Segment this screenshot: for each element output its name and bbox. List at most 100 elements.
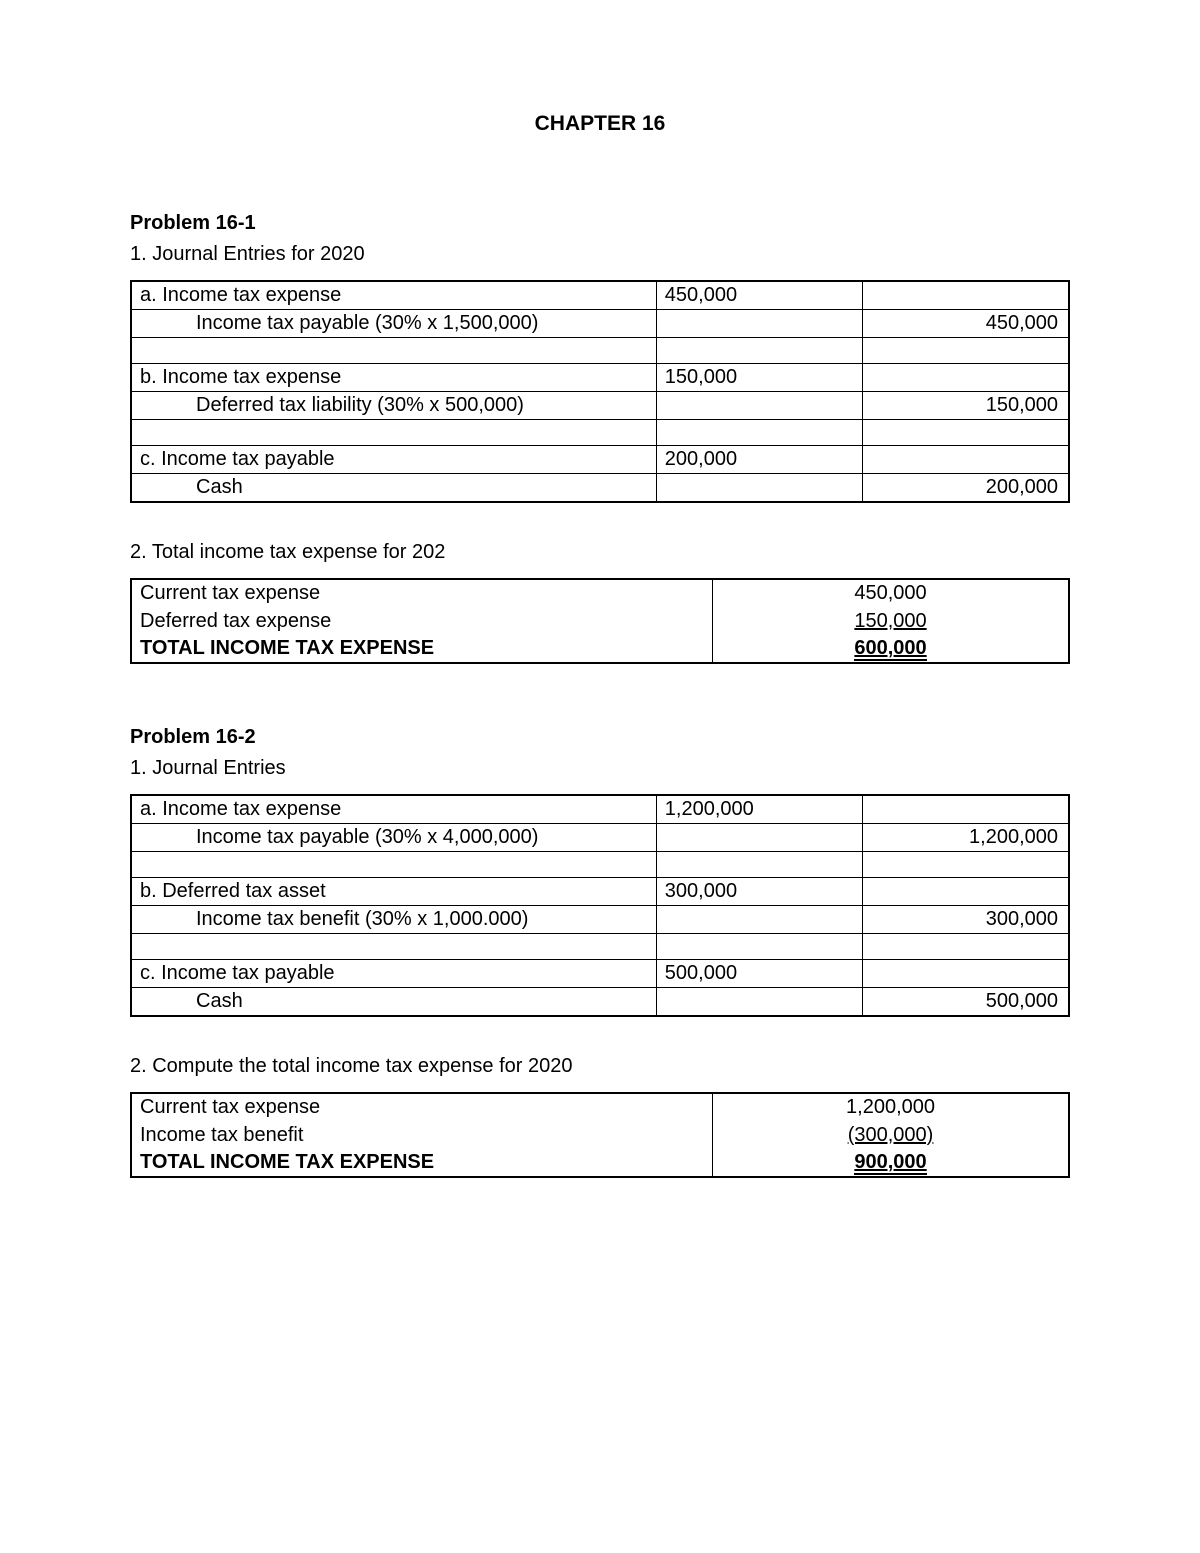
cell-spacer [863,934,1069,960]
problem-2-sub2: 2. Compute the total income tax expense … [130,1053,1070,1080]
cell-label: TOTAL INCOME TAX EXPENSE [131,1149,713,1177]
cell-debit: 200,000 [656,446,862,474]
cell-credit [863,281,1069,310]
cell-debit: 300,000 [656,878,862,906]
cell-spacer [656,420,862,446]
cell-desc: Cash [131,988,656,1017]
table-row: c. Income tax payable 500,000 [131,960,1069,988]
cell-debit [656,392,862,420]
cell-spacer [656,338,862,364]
problem-1-heading: Problem 16-1 [130,210,1070,237]
chapter-title: CHAPTER 16 [130,110,1070,138]
cell-value-text: 600,000 [854,638,926,661]
cell-desc: c. Income tax payable [131,446,656,474]
cell-debit: 450,000 [656,281,862,310]
cell-desc: b. Income tax expense [131,364,656,392]
problem-1-sub1: 1. Journal Entries for 2020 [130,241,1070,268]
table-row: Income tax benefit (30% x 1,000.000) 300… [131,906,1069,934]
problem-1-journal-table: a. Income tax expense 450,000 Income tax… [130,280,1070,503]
table-row: Income tax benefit (300,000) [131,1121,1069,1149]
cell-value: (300,000) [713,1121,1069,1149]
cell-value: 1,200,000 [713,1093,1069,1121]
table-row [131,934,1069,960]
problem-2-heading: Problem 16-2 [130,724,1070,751]
cell-credit: 150,000 [863,392,1069,420]
table-row [131,852,1069,878]
cell-debit: 1,200,000 [656,795,862,824]
table-row: Income tax payable (30% x 4,000,000) 1,2… [131,824,1069,852]
table-row: TOTAL INCOME TAX EXPENSE 600,000 [131,635,1069,663]
cell-desc: Cash [131,474,656,503]
cell-desc: Income tax payable (30% x 4,000,000) [131,824,656,852]
cell-credit: 1,200,000 [863,824,1069,852]
table-row [131,420,1069,446]
cell-credit [863,446,1069,474]
table-row: Deferred tax liability (30% x 500,000) 1… [131,392,1069,420]
cell-value: 450,000 [713,579,1069,607]
cell-label: Current tax expense [131,1093,713,1121]
cell-debit: 500,000 [656,960,862,988]
cell-debit [656,824,862,852]
problem-1-sub2: 2. Total income tax expense for 202 [130,539,1070,566]
table-row: Current tax expense 450,000 [131,579,1069,607]
cell-value-text: 150,000 [854,610,926,632]
cell-debit [656,988,862,1017]
cell-debit [656,310,862,338]
cell-value-text: (300,000) [848,1124,934,1146]
problem-2-journal-table: a. Income tax expense 1,200,000 Income t… [130,794,1070,1017]
cell-spacer [131,852,656,878]
cell-desc-text: Cash [140,988,243,1015]
cell-credit: 450,000 [863,310,1069,338]
cell-desc-text: Income tax payable (30% x 1,500,000) [140,310,538,337]
cell-debit: 150,000 [656,364,862,392]
table-row: TOTAL INCOME TAX EXPENSE 900,000 [131,1149,1069,1177]
cell-label: Current tax expense [131,579,713,607]
cell-desc-text: Cash [140,474,243,501]
cell-desc: a. Income tax expense [131,795,656,824]
cell-credit: 200,000 [863,474,1069,503]
cell-desc-text: Income tax payable (30% x 4,000,000) [140,824,538,851]
cell-credit [863,878,1069,906]
table-row: Cash 200,000 [131,474,1069,503]
cell-value: 150,000 [713,607,1069,635]
cell-desc: Income tax payable (30% x 1,500,000) [131,310,656,338]
table-row: Current tax expense 1,200,000 [131,1093,1069,1121]
table-row: c. Income tax payable 200,000 [131,446,1069,474]
cell-spacer [863,420,1069,446]
cell-credit [863,795,1069,824]
cell-spacer [656,852,862,878]
cell-label: Deferred tax expense [131,607,713,635]
cell-debit [656,474,862,503]
cell-desc-text: Deferred tax liability (30% x 500,000) [140,392,524,419]
table-row: Income tax payable (30% x 1,500,000) 450… [131,310,1069,338]
cell-spacer [863,338,1069,364]
problem-2-summary-table: Current tax expense 1,200,000 Income tax… [130,1092,1070,1178]
cell-spacer [656,934,862,960]
cell-credit [863,364,1069,392]
cell-debit [656,906,862,934]
cell-value: 900,000 [713,1149,1069,1177]
table-row: a. Income tax expense 450,000 [131,281,1069,310]
cell-credit: 500,000 [863,988,1069,1017]
cell-desc: Income tax benefit (30% x 1,000.000) [131,906,656,934]
cell-label: Income tax benefit [131,1121,713,1149]
cell-label: TOTAL INCOME TAX EXPENSE [131,635,713,663]
cell-spacer [863,852,1069,878]
cell-credit [863,960,1069,988]
problem-1-summary-table: Current tax expense 450,000 Deferred tax… [130,578,1070,664]
cell-value-text: 900,000 [854,1152,926,1175]
table-row: b. Income tax expense 150,000 [131,364,1069,392]
cell-credit: 300,000 [863,906,1069,934]
table-row: a. Income tax expense 1,200,000 [131,795,1069,824]
table-row: Deferred tax expense 150,000 [131,607,1069,635]
table-row: b. Deferred tax asset 300,000 [131,878,1069,906]
cell-spacer [131,420,656,446]
cell-desc: Deferred tax liability (30% x 500,000) [131,392,656,420]
cell-value: 600,000 [713,635,1069,663]
cell-desc: b. Deferred tax asset [131,878,656,906]
table-row [131,338,1069,364]
cell-desc: c. Income tax payable [131,960,656,988]
cell-desc-text: Income tax benefit (30% x 1,000.000) [140,906,528,933]
cell-spacer [131,338,656,364]
cell-spacer [131,934,656,960]
